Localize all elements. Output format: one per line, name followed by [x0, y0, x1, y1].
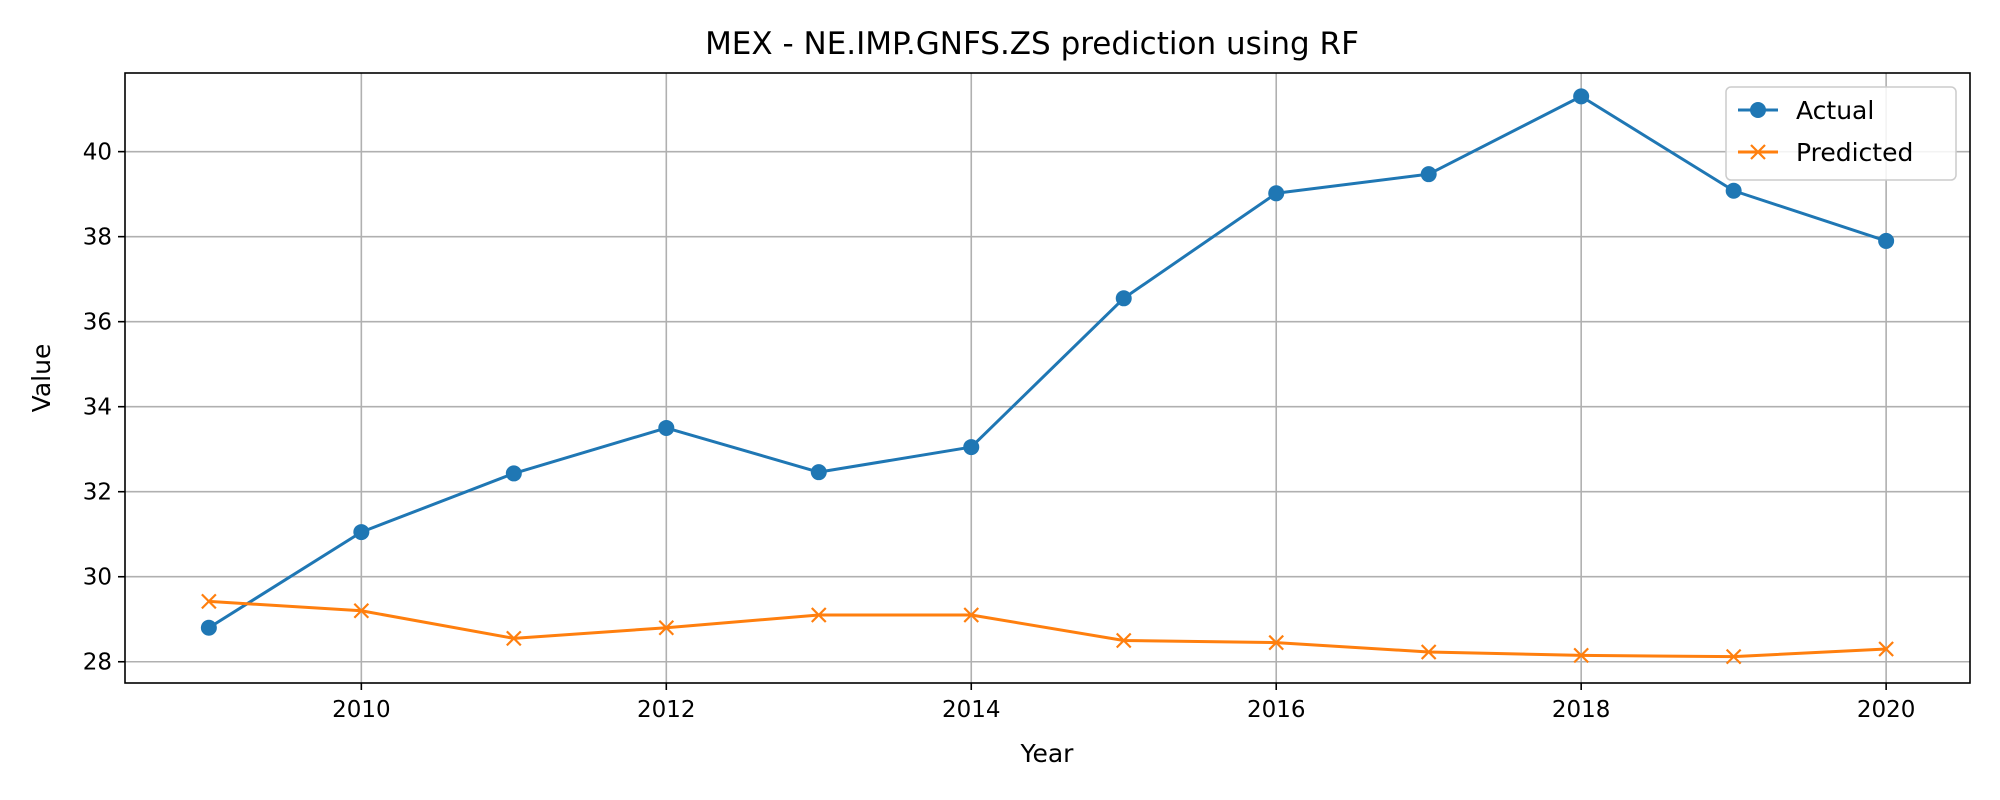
predicted-point: [811, 607, 827, 623]
legend-label: Actual: [1796, 96, 1874, 125]
y-tick-label: 30: [83, 565, 112, 591]
actual-point: [1420, 166, 1437, 183]
actual-point: [1268, 185, 1285, 202]
actual-point: [658, 419, 675, 436]
x-tick-label: 2020: [1857, 697, 1916, 723]
x-tick-label: 2018: [1552, 697, 1611, 723]
legend-swatch-marker: [1750, 102, 1766, 118]
actual-point: [1878, 232, 1895, 249]
actual-point: [200, 619, 217, 636]
predicted-point: [1115, 632, 1132, 649]
y-tick-label: 32: [83, 480, 112, 506]
predicted-point: [1268, 634, 1284, 651]
actual-point: [1725, 182, 1742, 199]
y-axis: 28 30 32 34 36 38 40: [83, 140, 125, 676]
predicted-point: [506, 630, 522, 647]
x-tick-label: 2010: [332, 697, 391, 723]
plot-area: [124, 72, 1971, 684]
actual-line: [208, 94, 1887, 630]
x-tick-label: 2012: [637, 697, 696, 723]
x-tick-label: 2016: [1247, 697, 1306, 723]
actual-series: [200, 88, 1895, 636]
y-tick-label: 36: [83, 310, 112, 336]
predicted-point: [1878, 641, 1894, 657]
legend-entry-actual: Actual: [1738, 96, 1874, 125]
y-tick-label: 38: [83, 225, 112, 251]
actual-point: [963, 439, 980, 456]
y-axis-label: Value: [27, 344, 56, 413]
chart-title: MEX - NE.IMP.GNFS.ZS prediction using RF: [705, 26, 1359, 62]
x-tick-label: 2014: [942, 697, 1001, 723]
y-tick-label: 28: [83, 650, 112, 676]
legend-entry-predicted: Predicted: [1738, 138, 1913, 167]
legend-swatch-marker: [1750, 144, 1766, 160]
predicted-point: [201, 593, 217, 610]
legend-label: Predicted: [1796, 138, 1913, 167]
y-tick-label: 40: [83, 140, 112, 166]
actual-point: [1115, 290, 1132, 307]
y-tick-label: 34: [83, 395, 112, 421]
predicted-point: [658, 619, 675, 636]
actual-point: [353, 524, 370, 541]
predicted-point: [1725, 648, 1742, 665]
x-axis: 2010 2012 2014 2016 2018 2020: [332, 683, 1915, 723]
predicted-point: [1420, 644, 1437, 660]
predicted-point: [1573, 647, 1589, 664]
predicted-series: [201, 593, 1894, 665]
predicted-point: [353, 602, 370, 619]
actual-point: [1573, 88, 1590, 105]
legend-box: [1725, 86, 1957, 181]
predicted-point: [963, 607, 980, 623]
x-axis-label: Year: [1020, 739, 1075, 768]
predicted-line: [208, 599, 1887, 659]
legend: Actual Predicted: [1725, 86, 1957, 181]
series-group: [200, 88, 1895, 665]
actual-point: [810, 464, 827, 481]
actual-point: [505, 465, 522, 482]
